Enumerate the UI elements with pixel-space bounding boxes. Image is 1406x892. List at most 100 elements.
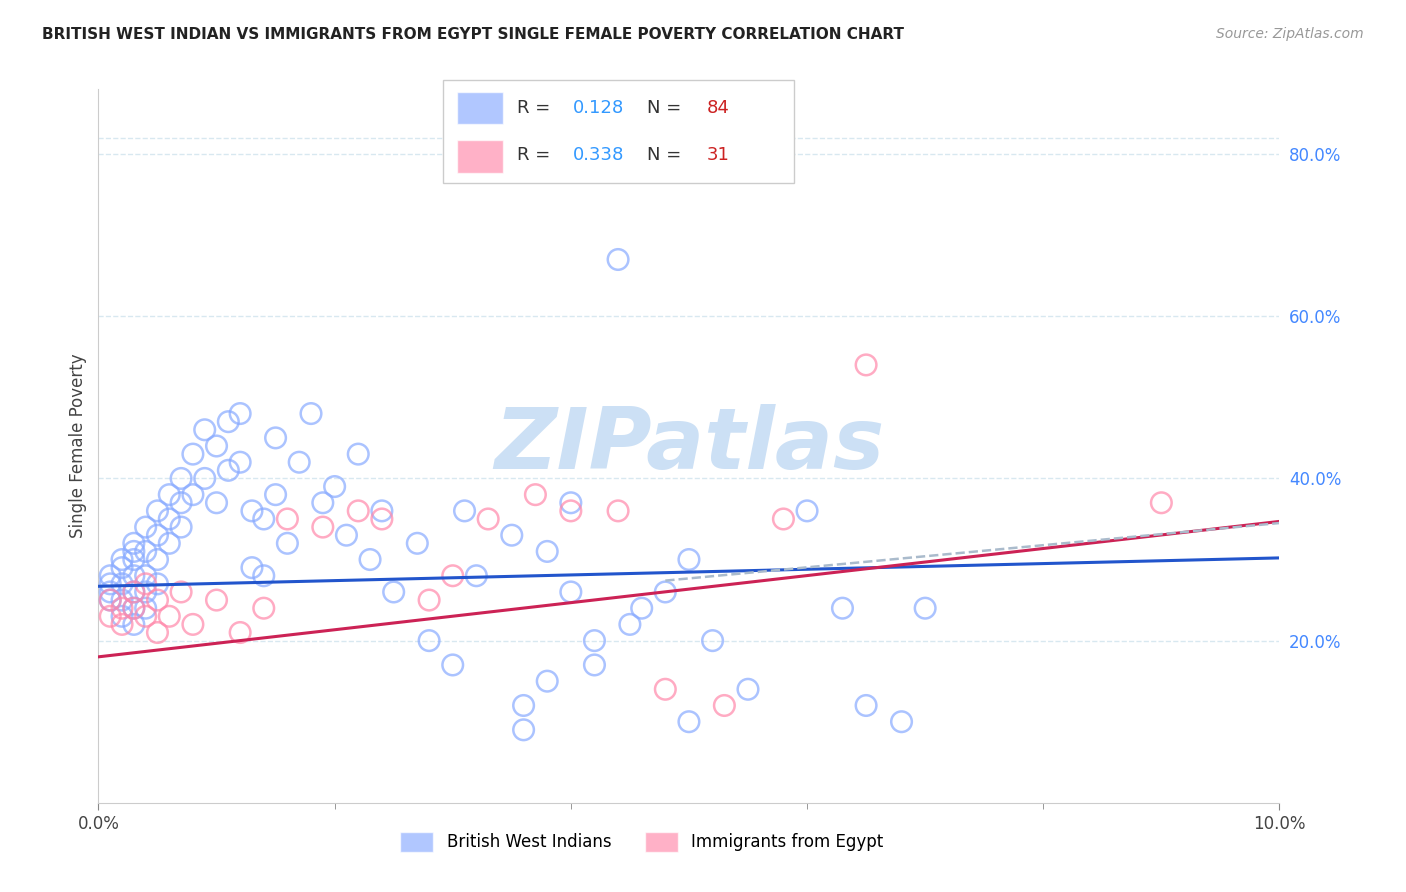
Point xyxy=(253,601,276,615)
Point xyxy=(512,698,534,713)
Bar xyxy=(457,140,503,173)
Point xyxy=(418,633,440,648)
Point xyxy=(98,568,121,582)
Point xyxy=(359,552,381,566)
Point xyxy=(98,585,121,599)
Point xyxy=(678,714,700,729)
Point xyxy=(217,415,239,429)
Point xyxy=(855,698,877,713)
Point xyxy=(122,585,145,599)
Point xyxy=(98,593,121,607)
Point xyxy=(122,601,145,615)
Point xyxy=(536,674,558,689)
Point xyxy=(347,447,370,461)
Point xyxy=(335,528,357,542)
Point xyxy=(111,601,134,615)
Point xyxy=(253,568,276,582)
Point xyxy=(583,633,606,648)
Point xyxy=(453,504,475,518)
Point xyxy=(122,536,145,550)
Point xyxy=(98,593,121,607)
Point xyxy=(312,520,335,534)
Point xyxy=(536,544,558,558)
Point xyxy=(157,609,180,624)
Point xyxy=(135,601,157,615)
Text: N =: N = xyxy=(647,146,686,164)
Point xyxy=(713,698,735,713)
Point xyxy=(181,447,204,461)
Point xyxy=(135,520,157,534)
Point xyxy=(796,504,818,518)
Point xyxy=(98,609,121,624)
Point xyxy=(678,552,700,566)
Point xyxy=(312,496,335,510)
Point xyxy=(441,657,464,672)
Point xyxy=(146,528,169,542)
Point xyxy=(276,512,298,526)
Point xyxy=(146,504,169,518)
Point xyxy=(264,431,287,445)
Text: Source: ZipAtlas.com: Source: ZipAtlas.com xyxy=(1216,27,1364,41)
Point xyxy=(98,577,121,591)
Point xyxy=(157,536,180,550)
Point xyxy=(654,682,676,697)
Point xyxy=(524,488,547,502)
Point xyxy=(111,577,134,591)
Text: 31: 31 xyxy=(706,146,730,164)
Point xyxy=(229,455,252,469)
Point xyxy=(607,504,630,518)
Point xyxy=(465,568,488,582)
Point xyxy=(135,544,157,558)
Point xyxy=(288,455,311,469)
Point xyxy=(170,471,193,485)
Point xyxy=(170,585,193,599)
Point xyxy=(702,633,724,648)
Point xyxy=(229,625,252,640)
Text: N =: N = xyxy=(647,99,686,117)
Point xyxy=(323,479,346,493)
Point xyxy=(501,528,523,542)
Point xyxy=(135,585,157,599)
Point xyxy=(560,504,582,518)
Point xyxy=(111,617,134,632)
Point xyxy=(122,568,145,582)
Point xyxy=(371,504,394,518)
Point xyxy=(240,504,263,518)
Text: 0.338: 0.338 xyxy=(574,146,624,164)
Point xyxy=(371,512,394,526)
Point xyxy=(406,536,429,550)
Point xyxy=(157,512,180,526)
Point xyxy=(146,625,169,640)
Point xyxy=(146,593,169,607)
Point xyxy=(146,577,169,591)
Point xyxy=(276,536,298,550)
Point xyxy=(299,407,322,421)
Point xyxy=(111,593,134,607)
Bar xyxy=(457,92,503,124)
FancyBboxPatch shape xyxy=(443,80,794,183)
Point xyxy=(229,407,252,421)
Point xyxy=(772,512,794,526)
Point xyxy=(111,609,134,624)
Point xyxy=(170,496,193,510)
Point xyxy=(253,512,276,526)
Point xyxy=(560,585,582,599)
Point xyxy=(737,682,759,697)
Point xyxy=(347,504,370,518)
Point xyxy=(122,601,145,615)
Point xyxy=(240,560,263,574)
Point xyxy=(111,552,134,566)
Point xyxy=(122,617,145,632)
Legend: British West Indians, Immigrants from Egypt: British West Indians, Immigrants from Eg… xyxy=(394,825,890,859)
Text: 84: 84 xyxy=(706,99,730,117)
Point xyxy=(205,593,228,607)
Point xyxy=(583,657,606,672)
Point xyxy=(157,488,180,502)
Point xyxy=(146,552,169,566)
Point xyxy=(477,512,499,526)
Point xyxy=(122,544,145,558)
Point xyxy=(135,577,157,591)
Point xyxy=(194,423,217,437)
Point xyxy=(122,585,145,599)
Point xyxy=(122,552,145,566)
